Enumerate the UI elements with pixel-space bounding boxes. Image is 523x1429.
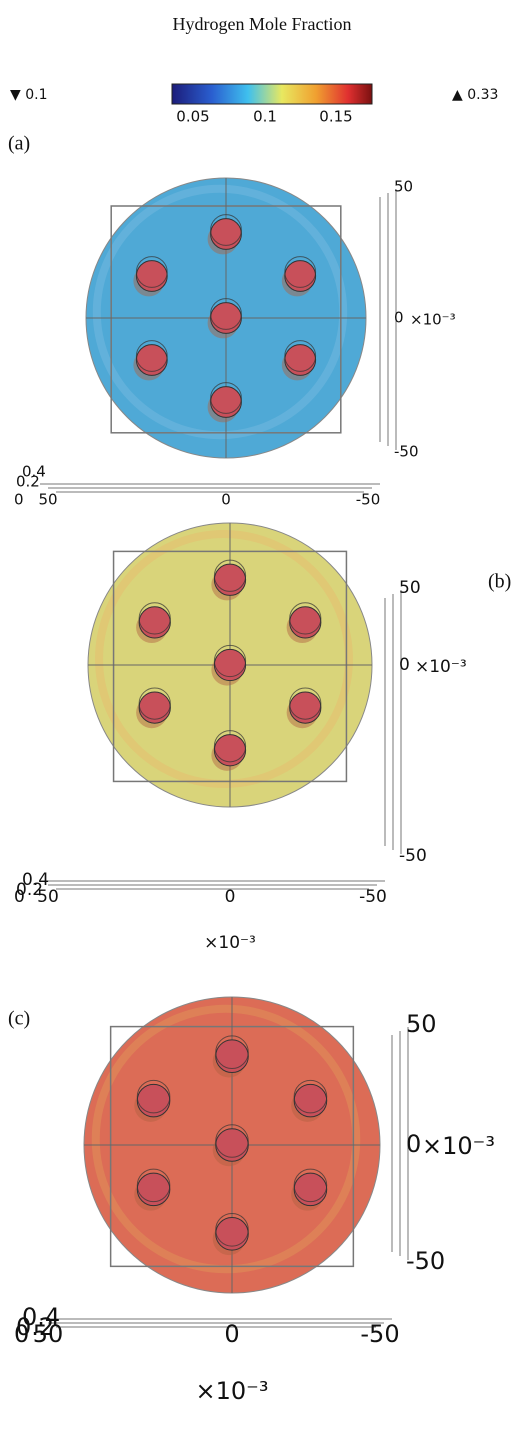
legend-min: ▼ 0.1 [10,87,47,103]
colorbar-tick: 0.15 [319,108,352,126]
bottom-tick: -50 [359,887,387,907]
bottom-tick: 50 [33,1320,64,1348]
pin [214,564,245,595]
right-tick: -50 [406,1247,445,1275]
right-tick: 0 [394,309,404,327]
panel-label: (a) [8,133,30,155]
legend-max: ▲ 0.33 [452,87,498,103]
panel-label: (b) [488,571,511,593]
pin [216,1129,249,1162]
pin [290,692,321,723]
bottom-tick: 0 [14,1320,29,1348]
bottom-tick: 50 [37,887,59,907]
bottom-tick: 0 [225,887,236,907]
bottom-unit: ×10⁻³ [196,1377,269,1405]
right-unit: ×10⁻³ [422,1132,495,1160]
right-tick: -50 [399,846,427,866]
figure-title: Hydrogen Mole Fraction [173,14,352,34]
pin [137,1084,170,1117]
colorbar [172,84,372,104]
right-tick: 50 [406,1010,437,1038]
colorbar-tick: 0.05 [176,108,209,126]
bottom-tick: -50 [360,1320,399,1348]
pin [216,1040,249,1073]
pin [285,345,316,376]
pin [216,1218,249,1251]
bottom-tick: 0 [221,491,231,509]
right-unit: ×10⁻³ [410,311,456,329]
colorbar-tick: 0.1 [253,108,277,126]
right-tick: 0 [406,1130,421,1158]
pin [136,345,167,376]
pin [285,261,316,292]
pin [211,219,242,250]
right-tick: -50 [394,443,419,461]
bottom-tick: 50 [38,491,57,509]
pin [214,735,245,766]
pin [290,607,321,638]
bottom-tick: 0 [14,887,25,907]
right-unit: ×10⁻³ [415,657,467,677]
figure: Hydrogen Mole Fraction ▼ 0.1 0.05 0.1 0.… [0,0,523,1429]
right-tick: 50 [394,178,413,196]
bottom-tick: 0 [14,491,24,509]
pin [294,1084,327,1117]
pin [214,649,245,680]
bottom-unit: ×10⁻³ [204,933,256,953]
pin [139,607,170,638]
depth-tick: 0.2 [16,473,40,491]
pin [211,387,242,418]
pin [139,692,170,723]
panel-label: (c) [8,1008,30,1030]
right-tick: 0 [399,655,410,675]
pin [136,261,167,292]
bottom-tick: 0 [224,1320,239,1348]
right-tick: 50 [399,578,421,598]
pin [137,1173,170,1206]
pin [211,303,242,334]
bottom-tick: -50 [356,491,381,509]
pin [294,1173,327,1206]
